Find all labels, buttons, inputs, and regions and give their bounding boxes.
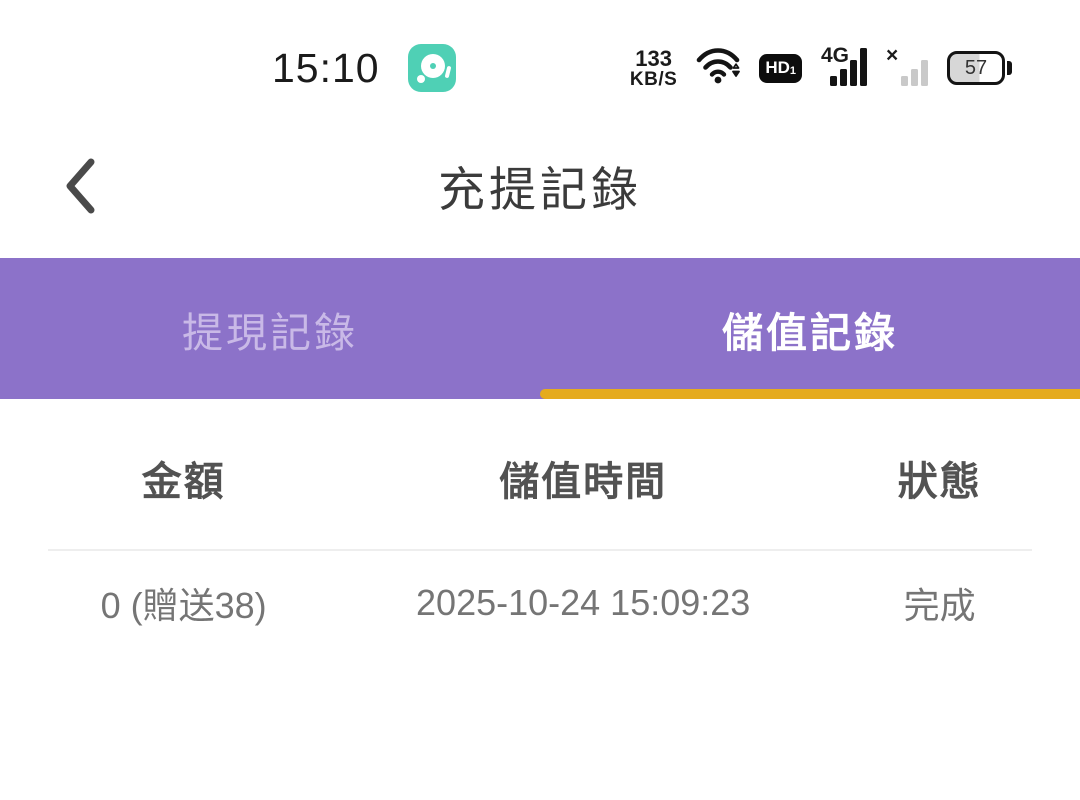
column-header-time: 儲值時間 xyxy=(499,460,668,504)
tab-withdrawal-records[interactable]: 提現記錄 xyxy=(0,258,540,399)
table-divider xyxy=(48,549,1032,551)
column-header-status: 狀態 xyxy=(897,460,982,504)
nav-header: 充提記錄 xyxy=(0,115,1080,255)
hd-voice-icon: HD 1 xyxy=(759,53,802,83)
network-speed-unit: KB/S xyxy=(629,68,678,90)
row-status: 完成 xyxy=(903,585,976,626)
table-row: 0 (贈送38) 2025-10-24 15:09:23 完成 xyxy=(0,580,1080,626)
row-time: 2025-10-24 15:09:23 xyxy=(416,582,751,623)
network-speed-indicator: 133 KB/S xyxy=(629,45,678,90)
tab-withdrawal-label: 提現記錄 xyxy=(182,309,358,356)
notification-app-icon xyxy=(407,44,456,92)
cellular-signal-nosim-icon: × xyxy=(886,44,928,88)
battery-nub xyxy=(1007,61,1012,75)
back-button[interactable] xyxy=(52,153,108,223)
active-tab-underline xyxy=(540,389,1080,399)
tab-deposit-records[interactable]: 儲值記錄 xyxy=(540,258,1080,399)
page-title: 充提記錄 xyxy=(438,162,642,216)
sim1-signal-bars xyxy=(830,48,867,86)
row-amount: 0 (贈送38) xyxy=(100,585,267,626)
sim2-no-signal-mark: × xyxy=(886,44,899,67)
chevron-left-icon xyxy=(63,157,97,220)
battery-percent: 57 xyxy=(964,56,988,79)
battery-icon: 57 xyxy=(947,51,1012,85)
column-header-amount: 金額 xyxy=(141,460,226,504)
status-bar-right: 133 KB/S HD 1 4G × xyxy=(630,36,1012,100)
clock-time: 15:10 xyxy=(272,44,380,91)
app-icon-dot xyxy=(416,75,425,83)
tab-deposit-label: 儲值記錄 xyxy=(722,309,898,356)
tab-bar: 提現記錄 儲值記錄 xyxy=(0,258,1080,399)
hd-badge-label: HD xyxy=(765,58,790,77)
app-icon-tick xyxy=(444,65,452,79)
status-bar-left: 15:10 xyxy=(272,36,456,100)
cellular-signal-4g-icon: 4G xyxy=(821,44,867,88)
app-icon-disc xyxy=(420,54,445,78)
sim2-signal-bars xyxy=(901,60,928,86)
hd-badge-sub: 1 xyxy=(789,65,796,77)
network-speed-value: 133 xyxy=(635,45,672,71)
wifi-icon xyxy=(696,46,741,91)
status-bar: 15:10 133 KB/S HD 1 4G xyxy=(0,36,1080,100)
table-header: 金額 儲值時間 狀態 xyxy=(0,450,1080,506)
sim1-network-type: 4G xyxy=(821,44,850,67)
